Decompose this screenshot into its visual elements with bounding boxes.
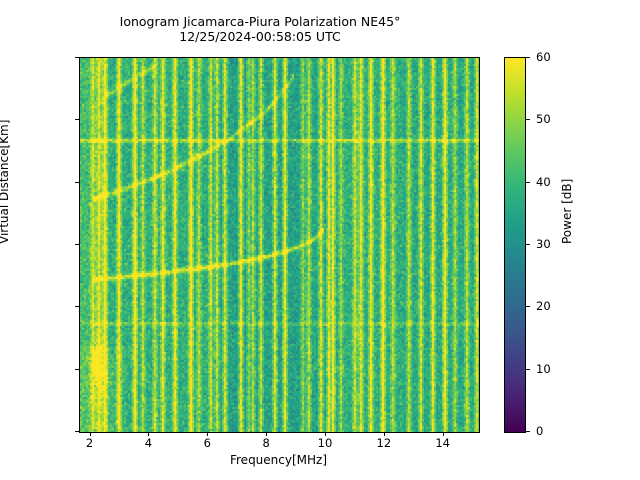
colorbar-tick-label: 10 (536, 361, 551, 376)
y-tick-mark (75, 244, 79, 245)
y-tick-mark (75, 306, 79, 308)
y-tick-mark (75, 431, 79, 432)
y-tick-mark (75, 368, 79, 370)
colorbar-tick-mark (526, 368, 530, 370)
x-tick-label: 14 (435, 436, 450, 450)
colorbar-tick-mark (526, 244, 530, 245)
colorbar-tick-mark (526, 431, 530, 432)
colorbar-tick-mark (526, 181, 530, 183)
colorbar-tick-label: 20 (536, 299, 551, 314)
title-line-2: 12/25/2024-00:58:05 UTC (179, 29, 341, 44)
x-tick-mark (324, 432, 326, 436)
colorbar-tick-label: 50 (536, 112, 551, 127)
y-tick-mark (75, 119, 79, 121)
y-tick-mark (75, 57, 79, 58)
title-line-1: Ionogram Jicamarca-Piura Polarization NE… (119, 14, 401, 29)
colorbar-tick-label: 0 (536, 424, 544, 438)
colorbar-tick-mark (526, 306, 530, 308)
y-tick-mark (75, 181, 79, 183)
ionogram-plot-area (79, 57, 480, 433)
colorbar-tick-mark (526, 119, 530, 121)
colorbar-tick-label: 40 (536, 174, 551, 189)
x-axis-label: Frequency[MHz] (229, 453, 328, 467)
colorbar-tick-mark (526, 57, 530, 58)
x-tick-label: 8 (262, 436, 270, 450)
y-axis-label: Virtual Distance[Km] (0, 119, 11, 244)
x-tick-mark (383, 432, 385, 436)
x-tick-mark (442, 432, 444, 436)
colorbar (504, 57, 526, 433)
x-tick-mark (266, 432, 268, 436)
x-tick-mark (148, 432, 150, 436)
x-tick-label: 12 (376, 436, 392, 450)
x-tick-label: 4 (144, 436, 153, 450)
colorbar-gradient (505, 58, 525, 432)
colorbar-tick-label: 60 (536, 50, 551, 64)
colorbar-label: Power [dB] (560, 178, 574, 244)
x-tick-label: 2 (85, 436, 94, 450)
x-tick-label: 10 (317, 436, 333, 450)
x-tick-mark (207, 432, 209, 436)
x-tick-label: 6 (203, 436, 211, 450)
x-tick-mark (89, 432, 91, 436)
figure-title: Ionogram Jicamarca-Piura Polarization NE… (0, 14, 520, 44)
colorbar-tick-label: 30 (536, 237, 551, 251)
ionogram-heatmap-canvas (80, 58, 479, 432)
